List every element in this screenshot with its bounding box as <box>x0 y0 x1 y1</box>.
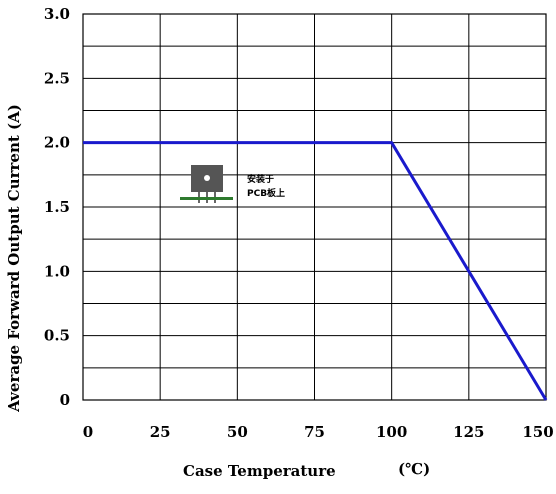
x-tick-label: 150 <box>522 423 553 441</box>
annotation-line1: 安装于 <box>247 173 274 185</box>
y-tick-labels: 0 0.5 1.0 1.5 2.0 2.5 3.0 <box>44 5 70 409</box>
series-layer <box>83 141 548 401</box>
x-tick-label: 125 <box>453 423 484 441</box>
x-tick-labels: 0 25 50 75 100 125 150 <box>83 423 554 441</box>
y-tick-label: 2.0 <box>44 134 70 152</box>
y-tick-label: 0.5 <box>44 327 70 345</box>
grid <box>83 14 546 400</box>
x-axis-unit: (℃) <box>398 460 430 478</box>
plot-frame <box>82 13 547 401</box>
x-tick-label: 100 <box>376 423 407 441</box>
annotation-line2: PCB板上 <box>247 187 285 199</box>
x-tick-label: 0 <box>83 423 93 441</box>
x-tick-label: 50 <box>227 423 248 441</box>
x-tick-label: 25 <box>150 423 171 441</box>
y-tick-label: 1.5 <box>44 198 70 216</box>
y-tick-label: 2.5 <box>44 69 70 87</box>
y-tick-label: 0 <box>60 391 70 409</box>
y-axis-title: Average Forward Output Current (A) <box>5 104 23 413</box>
x-axis-title: Case Temperature <box>183 462 336 480</box>
pcb-mounted-component-icon <box>180 165 233 203</box>
x-tick-label: 75 <box>304 423 325 441</box>
derating-curve <box>83 141 548 401</box>
y-tick-label: 1.0 <box>44 262 70 280</box>
y-tick-label: 3.0 <box>44 5 70 23</box>
